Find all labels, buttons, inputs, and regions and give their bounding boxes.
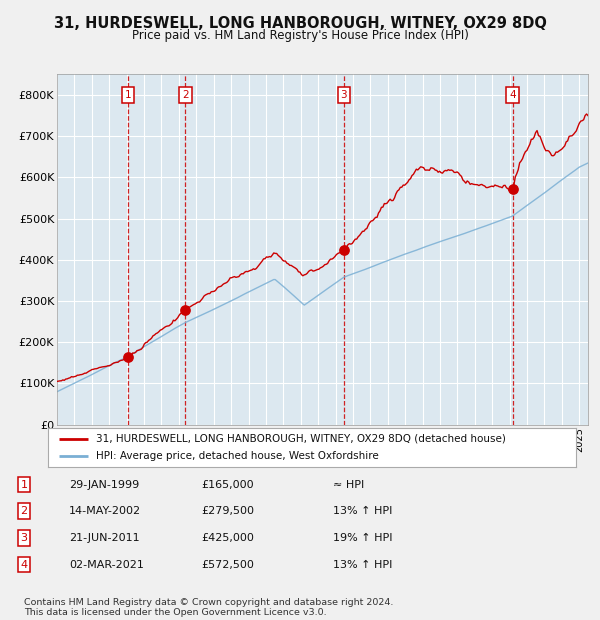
Text: 3: 3 (340, 90, 347, 100)
Text: Contains HM Land Registry data © Crown copyright and database right 2024.: Contains HM Land Registry data © Crown c… (24, 598, 394, 607)
Text: 2: 2 (20, 506, 28, 516)
Text: 1: 1 (125, 90, 131, 100)
Text: 1: 1 (20, 479, 28, 490)
Point (339, 245, 349, 255)
Text: 3: 3 (20, 533, 28, 543)
Point (181, 304, 190, 314)
Text: £572,500: £572,500 (201, 559, 254, 570)
Text: ≈ HPI: ≈ HPI (333, 479, 364, 490)
Text: Price paid vs. HM Land Registry's House Price Index (HPI): Price paid vs. HM Land Registry's House … (131, 29, 469, 42)
Text: 21-JUN-2011: 21-JUN-2011 (69, 533, 140, 543)
Text: HPI: Average price, detached house, West Oxfordshire: HPI: Average price, detached house, West… (95, 451, 378, 461)
Text: 4: 4 (20, 559, 28, 570)
Text: 31, HURDESWELL, LONG HANBOROUGH, WITNEY, OX29 8DQ: 31, HURDESWELL, LONG HANBOROUGH, WITNEY,… (53, 16, 547, 31)
Point (123, 352, 133, 361)
Text: This data is licensed under the Open Government Licence v3.0.: This data is licensed under the Open Gov… (24, 608, 326, 617)
Text: £425,000: £425,000 (201, 533, 254, 543)
Text: 19% ↑ HPI: 19% ↑ HPI (333, 533, 392, 543)
Point (508, 184, 517, 193)
Text: 2: 2 (182, 90, 188, 100)
Text: £165,000: £165,000 (201, 479, 254, 490)
Text: 29-JAN-1999: 29-JAN-1999 (69, 479, 139, 490)
Text: £279,500: £279,500 (201, 506, 254, 516)
Text: 31, HURDESWELL, LONG HANBOROUGH, WITNEY, OX29 8DQ (detached house): 31, HURDESWELL, LONG HANBOROUGH, WITNEY,… (95, 434, 505, 444)
Text: 14-MAY-2002: 14-MAY-2002 (69, 506, 141, 516)
Text: 02-MAR-2021: 02-MAR-2021 (69, 559, 144, 570)
Text: 13% ↑ HPI: 13% ↑ HPI (333, 506, 392, 516)
Text: 13% ↑ HPI: 13% ↑ HPI (333, 559, 392, 570)
Text: 4: 4 (509, 90, 516, 100)
